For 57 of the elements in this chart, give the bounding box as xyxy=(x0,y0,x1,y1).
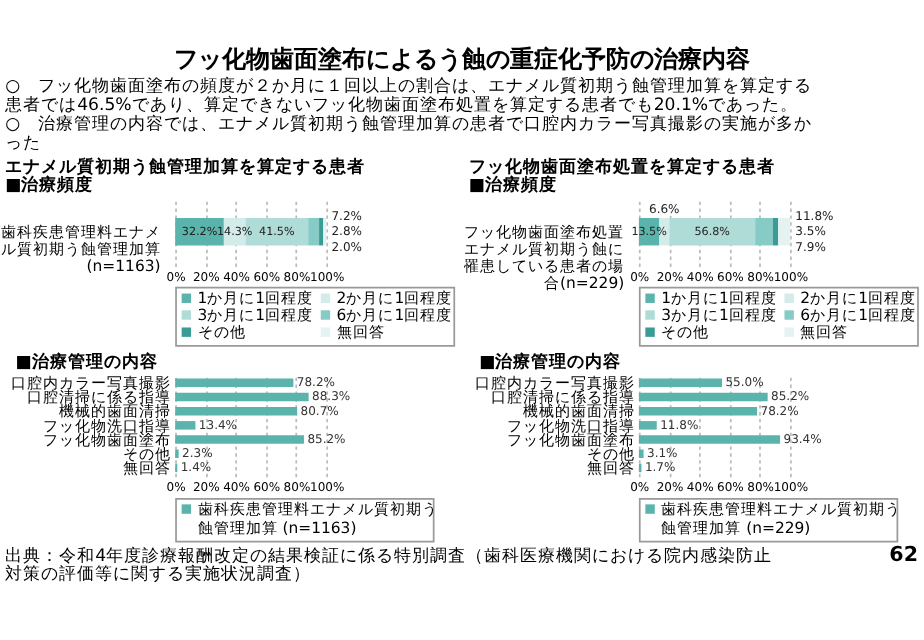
bar xyxy=(638,421,657,430)
bar xyxy=(638,435,781,444)
bar xyxy=(175,406,298,416)
legend-label: 1か月に1回程度 xyxy=(197,289,314,308)
bar xyxy=(669,217,756,246)
y-tick-label: フッ化物歯面塗布 xyxy=(42,430,171,449)
bar xyxy=(175,435,304,444)
bar xyxy=(175,378,294,388)
y-tick-label: その他 xyxy=(122,444,171,463)
y-tick-label: フッ化物歯面塗布 xyxy=(506,430,635,449)
bar xyxy=(175,392,309,402)
bar xyxy=(772,217,779,246)
bar xyxy=(638,449,644,458)
chart-subtitle: ■治療頻度 xyxy=(5,174,94,197)
legend-label: 3か月に1回程度 xyxy=(197,306,314,325)
y-tick-label: 口腔清掃に係る指導 xyxy=(26,388,171,407)
bar xyxy=(638,406,758,416)
chart-title: ■治療管理の内容 xyxy=(479,351,622,374)
legend-label: 6か月に1回程度 xyxy=(336,306,453,325)
y-tick-label: フッ化物歯面塗布処置エナメル質初期う蝕に罹患している患者の場合(n=229) xyxy=(462,222,625,293)
legend-label: 無回答 xyxy=(800,323,849,342)
y-tick-label: 口腔清掃に係る指導 xyxy=(490,388,635,407)
legend-label: その他 xyxy=(661,323,710,342)
text: ○ フッ化物歯面塗布の頻度が２か月に１回以上の割合は、エナメル質初期う蝕管理加算を算定する患者では46.5%であり、算定できないフッ化物歯面塗布処置を算定する患者でも20.1%であった。 xyxy=(3,74,813,116)
text: 62 xyxy=(889,542,918,567)
bar xyxy=(308,217,320,246)
y-tick-label: 機械的歯面清掃 xyxy=(522,402,635,421)
bar xyxy=(638,378,723,388)
y-tick-label: フッ化物洗口指導 xyxy=(42,416,171,435)
y-tick-label: その他 xyxy=(586,444,635,463)
text: フッ化物歯面塗布によるう蝕の重症化予防の治療内容 xyxy=(173,44,750,73)
y-tick-label: 歯科疾患管理料エナメル質初期う蝕管理加算(n=1163) xyxy=(0,222,161,276)
bar xyxy=(778,217,791,246)
bar xyxy=(175,421,196,430)
source-note: 出典：令和4年度診療報酬改定の結果検証に係る特別調査（歯科医療機関における院内感染防止対策の評価等に関する実施状況調査） xyxy=(5,544,773,586)
chart-title: フッ化物歯面塗布処置を算定する患者 xyxy=(468,155,775,178)
y-tick-label: 機械的歯面清掃 xyxy=(58,402,171,421)
legend-label: 無回答 xyxy=(336,323,385,342)
text: 歯科疾患管理料エナメル質初期う蝕管理加算 (n=1163) xyxy=(197,500,438,538)
legend-label: その他 xyxy=(197,323,246,342)
legend-label: 2か月に1回程度 xyxy=(800,289,916,308)
text: ○ 治療管理の内容では、エナメル質初期う蝕管理加算の患者で口腔内カラー写真撮影の実施が多かった xyxy=(5,112,813,154)
legend-label: 6か月に1回程度 xyxy=(800,306,916,325)
legend-label: 3か月に1回程度 xyxy=(661,306,777,325)
chart-title: ■治療管理の内容 xyxy=(15,351,158,374)
legend-label: 2か月に1回程度 xyxy=(336,289,453,308)
chart-title: エナメル質初期う蝕管理加算を算定する患者 xyxy=(5,155,366,178)
chart-subtitle: ■治療頻度 xyxy=(468,174,558,197)
legend-label: 1か月に1回程度 xyxy=(661,289,777,308)
y-tick-label: 口腔内カラー写真撮影 xyxy=(474,373,635,392)
bar xyxy=(755,217,773,246)
text: 歯科疾患管理料エナメル質初期う蝕管理加算 (n=229) xyxy=(661,500,902,538)
y-tick-label: フッ化物洗口指導 xyxy=(506,416,635,435)
y-tick-label: 無回答 xyxy=(122,459,171,478)
bar xyxy=(638,392,768,402)
y-tick-label: 無回答 xyxy=(586,459,635,478)
y-tick-label: 口腔内カラー写真撮影 xyxy=(10,373,171,392)
